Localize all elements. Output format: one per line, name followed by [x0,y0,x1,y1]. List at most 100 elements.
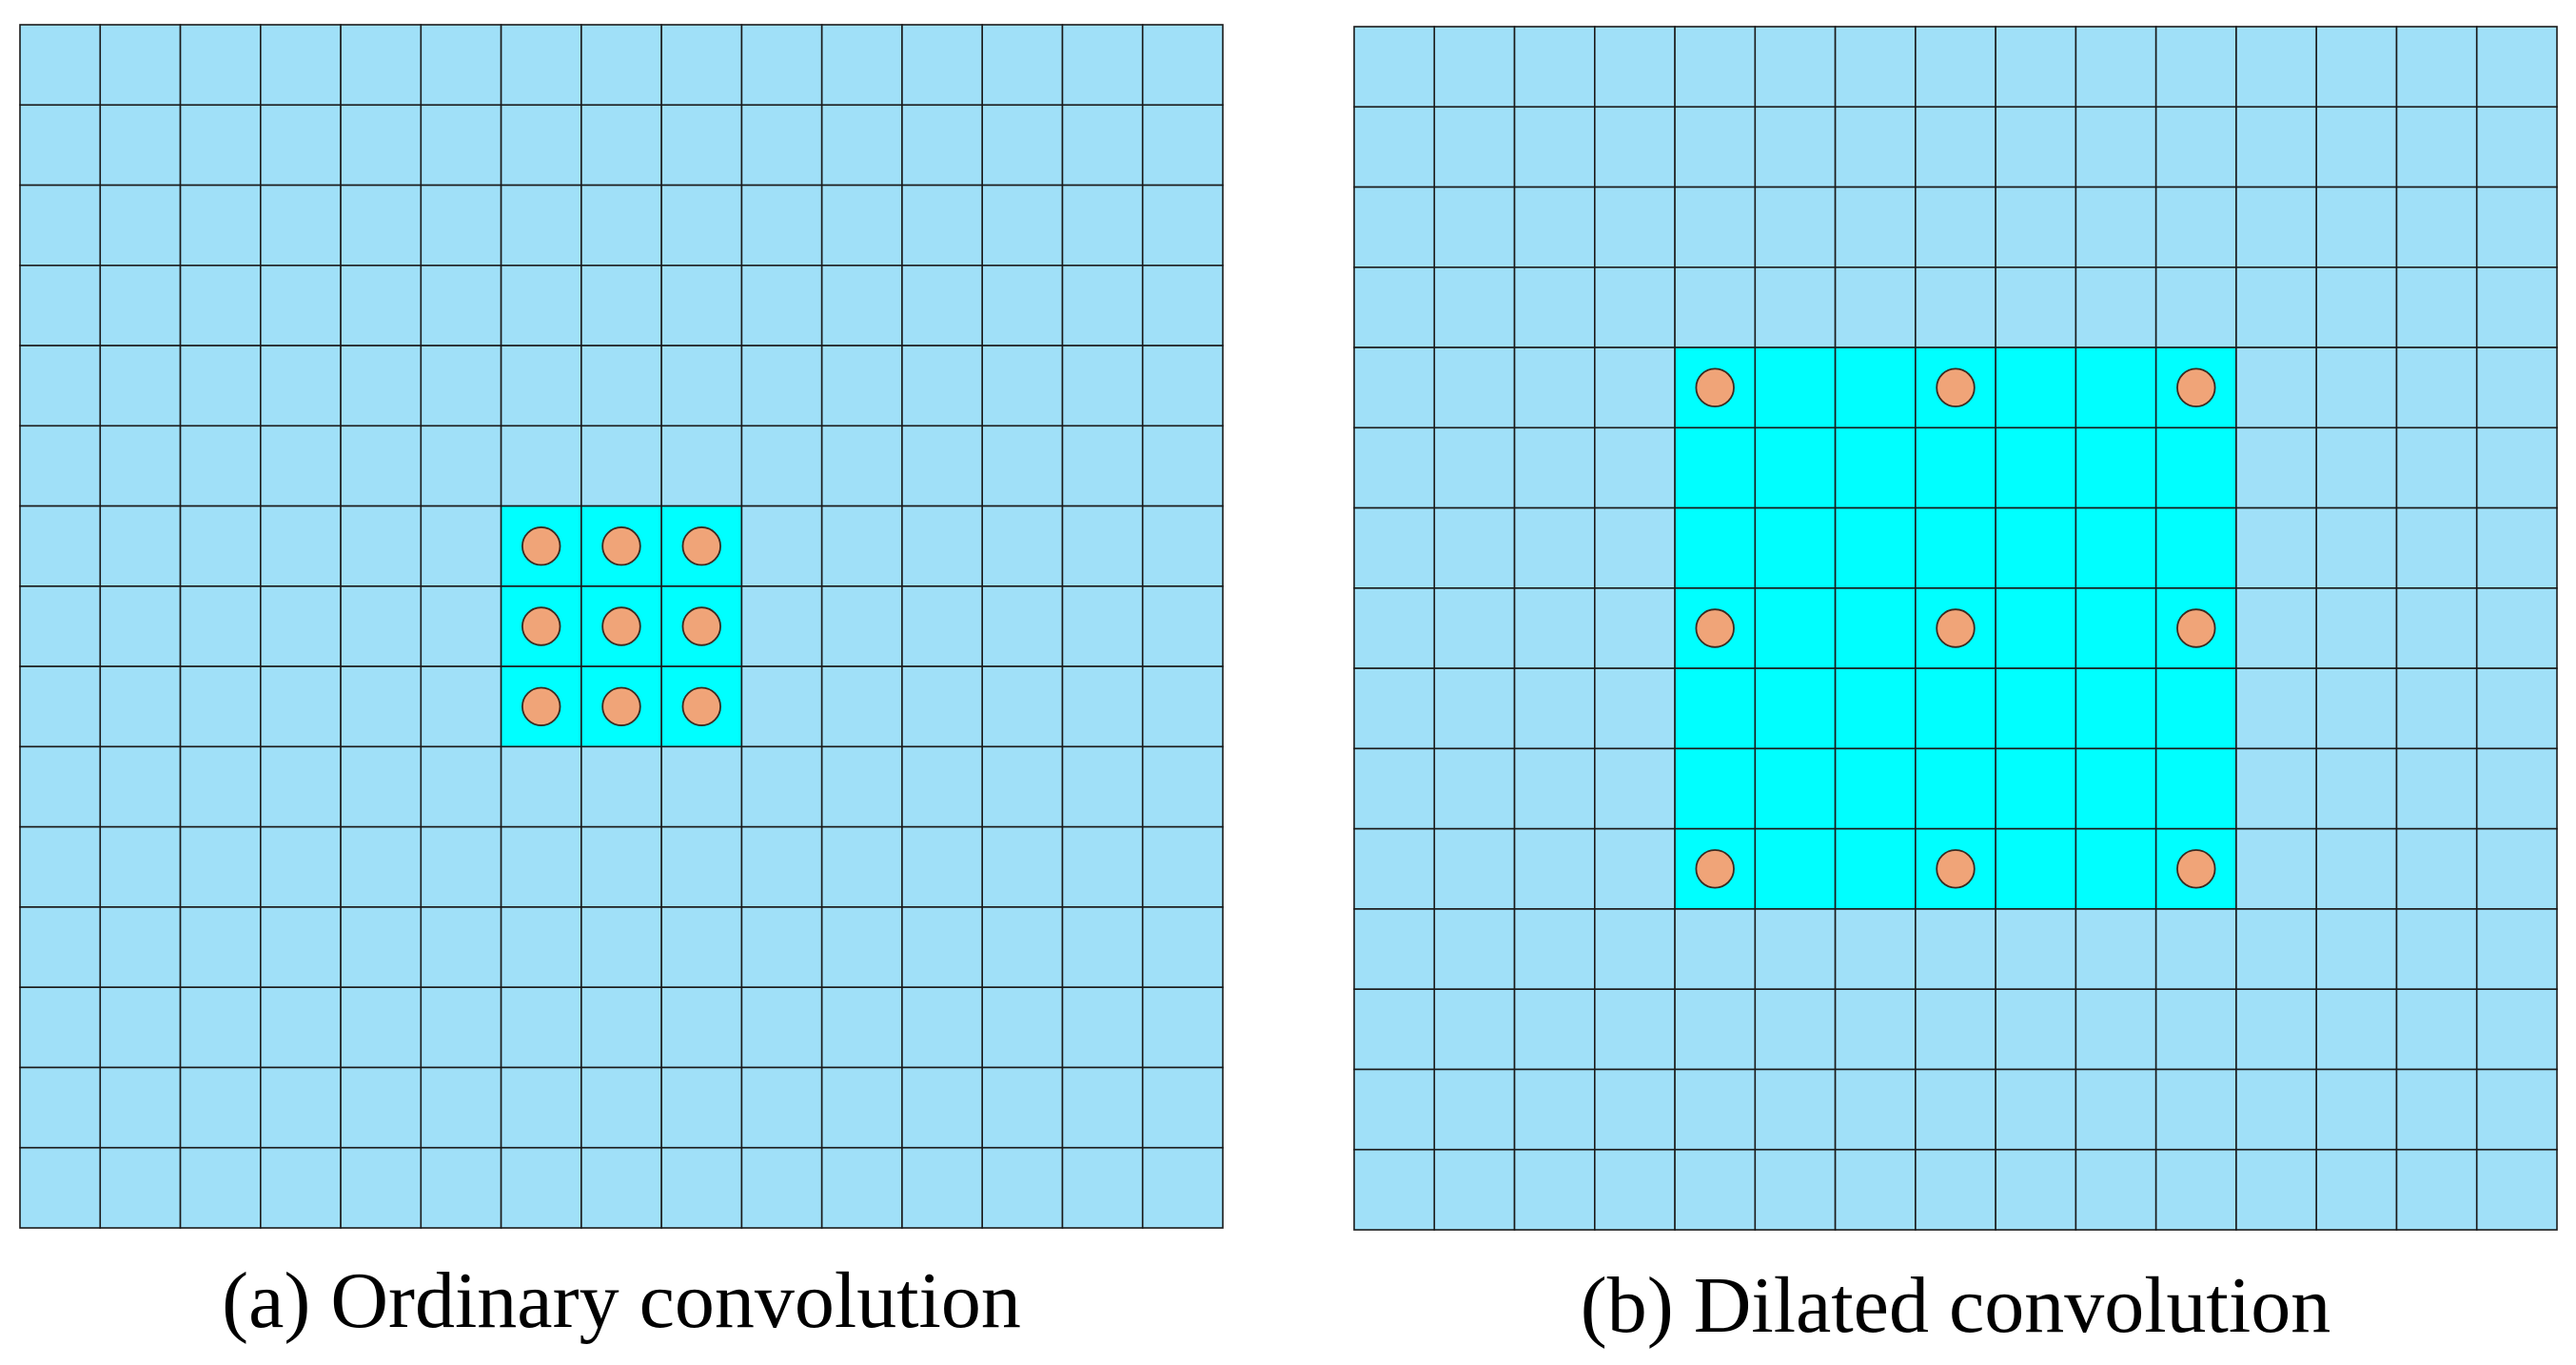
kernel-point [601,606,641,646]
grid-cell [1141,906,1224,989]
grid-cell [2315,506,2398,589]
grid-cell [420,986,502,1069]
grid-cell [1061,345,1144,427]
grid-cell [19,906,102,989]
grid-cell [2075,267,2157,348]
grid-cell [1513,506,1596,589]
grid-cell [420,504,502,587]
grid-cell [260,585,342,667]
grid-cell [740,665,823,748]
grid-cell [1061,1066,1144,1149]
grid-cell [660,1146,743,1229]
grid-cell [99,184,182,267]
grid-cell [2395,267,2478,348]
grid-cell [99,345,182,427]
grid-cell [340,265,423,346]
grid-cell [1674,267,1757,348]
grid-cell [1594,346,1676,429]
grid-cell [1674,186,1757,268]
receptive-field-cell [2075,667,2157,750]
grid-cell [1061,906,1144,989]
grid-cell [2395,106,2478,188]
grid-cell [2235,747,2318,830]
grid-cell [2154,1068,2237,1151]
grid-cell [2395,667,2478,750]
grid-cell [1915,988,1996,1071]
grid-cell [1433,1068,1516,1151]
grid-cell [2235,908,2318,991]
grid-cell [500,1146,582,1229]
grid-cell [1141,24,1224,107]
receptive-field-cell [1995,667,2077,750]
grid-cell [179,184,262,267]
kernel-point [2176,367,2216,407]
kernel-point [681,606,721,646]
grid-cell [820,745,903,828]
grid-cell [260,1066,342,1149]
grid-cell [1513,26,1596,109]
grid-cell [1995,186,2077,268]
grid-cell [2315,346,2398,429]
grid-cell [500,345,582,427]
grid-cell [2154,1148,2237,1231]
grid-cell [420,745,502,828]
grid-cell [340,184,423,267]
grid-cell [260,425,342,507]
grid-cell [2235,26,2318,109]
grid-cell [1674,26,1757,109]
grid-cell [1141,1146,1224,1229]
grid-cell [1433,267,1516,348]
grid-cell [1513,908,1596,991]
grid-cell [1754,26,1837,109]
grid-cell [500,265,582,346]
grid-cell [1353,267,1436,348]
kernel-point [681,686,721,726]
receptive-field-cell [1915,506,1996,589]
grid-cell [340,825,423,908]
grid-cell [1141,1066,1224,1149]
caption-dilated-convolution: (b) Dilated convolution [1580,1261,2331,1350]
receptive-field-cell [1674,747,1757,830]
grid-cell [1433,1148,1516,1231]
grid-cell [901,265,984,346]
grid-cell [1834,186,1917,268]
grid-cell [19,745,102,828]
receptive-field-cell [1834,667,1917,750]
grid-cell [179,665,262,748]
grid-cell [340,665,423,748]
grid-cell [1433,827,1516,910]
grid-cell [179,986,262,1069]
grid-cell [1353,827,1436,910]
grid-cell [2315,106,2398,188]
grid-cell [1513,106,1596,188]
grid-cell [2235,667,2318,750]
grid-cell [1433,346,1516,429]
grid-cell [2475,908,2558,991]
grid-cell [820,585,903,667]
grid-cell [740,425,823,507]
grid-cell [1061,825,1144,908]
grid-cell [2315,426,2398,509]
grid-cell [1995,267,2077,348]
grid-cell [1915,908,1996,991]
grid-cell [981,504,1064,587]
receptive-field-cell [1915,667,1996,750]
grid-cell [19,665,102,748]
grid-cell [1353,1068,1436,1151]
grid-cell [179,345,262,427]
grid-cell [260,184,342,267]
grid-cell [740,24,823,107]
grid-cell [179,745,262,828]
grid-cell [1513,267,1596,348]
grid-cell [820,986,903,1069]
grid-cell [981,906,1064,989]
kernel-point [1936,849,1976,889]
grid-cell [1834,106,1917,188]
grid-cell [580,104,662,187]
grid-cell [901,104,984,187]
grid-cell [1061,104,1144,187]
grid-cell [2395,988,2478,1071]
grid-cell [740,745,823,828]
grid-cell [1915,1148,1996,1231]
grid-cell [1433,667,1516,750]
